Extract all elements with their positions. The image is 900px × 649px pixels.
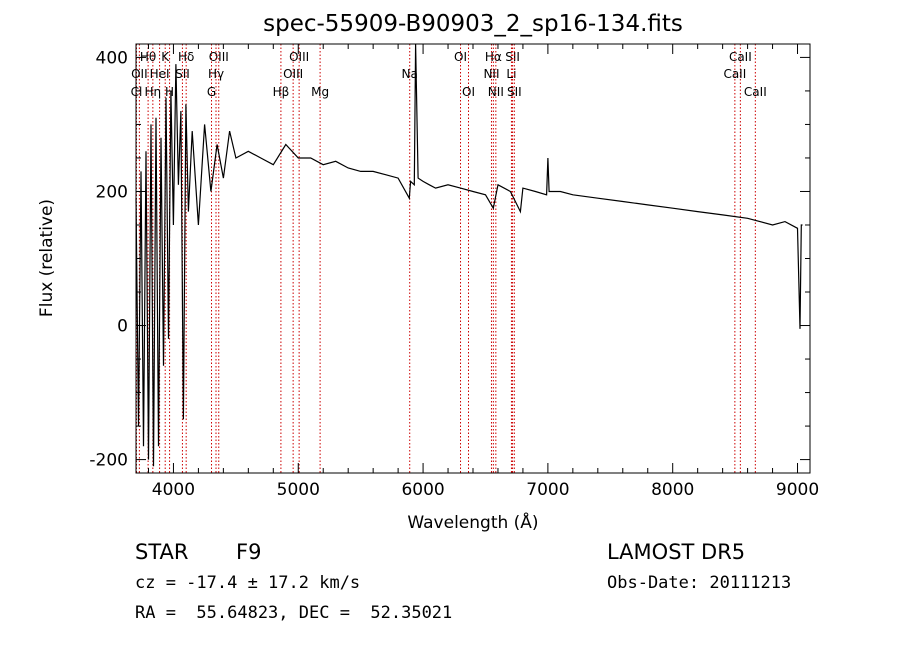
chart-title: spec-55909-B90903_2_sp16-134.fits [263,11,683,37]
y-tick-label: 400 [96,48,128,68]
object-class: STAR [135,540,189,564]
spectral-line-label: Hγ [208,67,224,81]
y-tick-label: 200 [96,182,128,202]
y-tick-label: -200 [89,451,128,471]
spectral-line-label: OIII [283,67,303,81]
x-tick-label: 9000 [776,480,819,500]
spectral-line-label: K [161,50,170,64]
spectral-line-label: SII [505,50,520,64]
ra-dec-coords: RA = 55.64823, DEC = 52.35021 [135,603,453,623]
x-axis-label: Wavelength (Å) [407,511,538,533]
spectral-line-label: CaII [723,67,746,81]
x-tick-label: 4000 [152,480,195,500]
object-subclass: F9 [236,540,262,564]
spectral-line-label: Hδ [178,50,194,64]
spectral-line-label: Mg [311,85,329,99]
spectral-line-label: OI [462,85,475,99]
spectral-line-label: OIII [289,50,309,64]
spectral-line-label: H [165,85,174,99]
spectral-line-label: CaII [744,85,767,99]
spectral-line-label: OII [131,67,148,81]
spectral-line-label: Na [402,67,418,81]
spectral-line-label: OIII [209,50,229,64]
redshift-cz: cz = -17.4 ± 17.2 km/s [135,573,361,593]
spectral-line-label: NII [488,85,504,99]
spectral-line-label: Hβ [273,85,290,99]
y-tick-label: 0 [117,317,128,337]
spectral-line-label: Li [506,67,516,81]
spectral-line-label: SII [175,67,190,81]
y-axis-label: Flux (relative) [37,199,57,317]
x-tick-label: 6000 [401,480,444,500]
plot-frame [135,43,811,474]
spectral-line-label: Hα [485,50,502,64]
x-tick-label: 7000 [526,480,569,500]
spectrum-line [135,43,803,467]
spectral-line-label: CaII [729,50,752,64]
x-tick-label: 8000 [651,480,694,500]
survey-name: LAMOST DR5 [607,540,746,564]
spectral-line-label: SII [507,85,522,99]
spectral-line-label: OI [454,50,467,64]
spectral-line-label: G [207,85,216,99]
x-tick-label: 5000 [277,480,320,500]
observation-date: Obs-Date: 20111213 [607,573,792,593]
spectral-line-label: Hη [145,85,162,99]
spectral-line-label: NII [483,67,499,81]
spectral-line-label: HeI [150,67,170,81]
spectral-line-label: Hθ [140,50,156,64]
